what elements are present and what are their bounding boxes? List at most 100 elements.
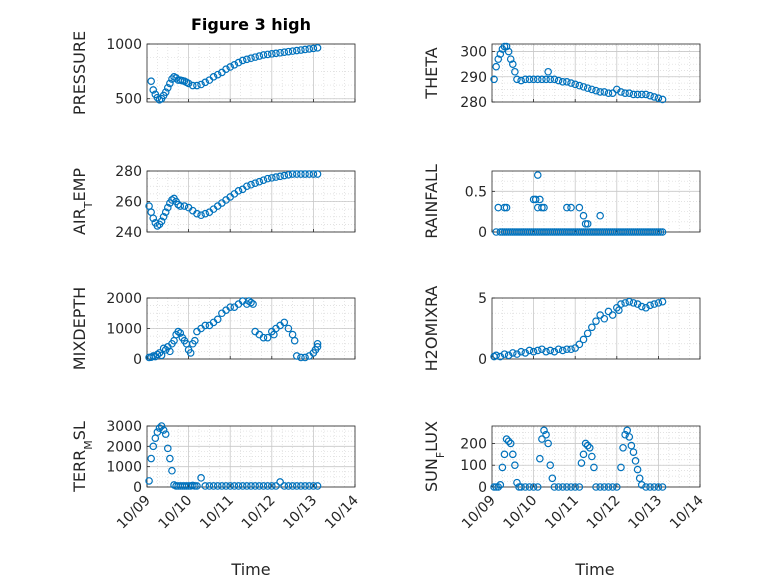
data-point (288, 170, 297, 178)
data-point (247, 298, 255, 307)
data-point (153, 350, 162, 359)
subplot-2: 280 290 300 THETA (422, 42, 701, 111)
data-point (276, 478, 284, 486)
data-point (608, 311, 617, 319)
x-axis-label-right: Time (574, 560, 614, 579)
data-point (213, 315, 222, 324)
data-point (579, 450, 588, 459)
data-point (583, 84, 592, 92)
data-point (313, 482, 322, 490)
data-point (540, 203, 548, 212)
data-point (658, 228, 667, 236)
data-point (538, 435, 546, 443)
data-point (596, 483, 604, 491)
data-point (149, 86, 158, 94)
data-point (157, 422, 166, 430)
data-point (226, 63, 235, 71)
data-point (504, 351, 513, 360)
data-point (159, 212, 168, 221)
data-point (301, 353, 309, 362)
data-point (588, 85, 596, 94)
data-point (554, 345, 563, 354)
data-point (492, 62, 500, 71)
y-tick-label: 0 (133, 352, 142, 368)
data-point (149, 214, 158, 223)
y-axis-label: PRESSURE (70, 31, 89, 115)
data-point (546, 461, 555, 470)
data-point (280, 48, 289, 57)
data-point (301, 482, 309, 490)
data-point (193, 81, 201, 90)
y-label-subscript: M (82, 440, 95, 450)
data-point (646, 91, 654, 100)
data-point (313, 44, 322, 52)
data-point (230, 482, 239, 490)
data-point (238, 56, 247, 65)
data-point (288, 47, 297, 55)
subplot-6: 0 5 H2OMIXRA (422, 286, 701, 371)
data-point (301, 45, 309, 54)
data-point (197, 211, 205, 220)
y-tick-label: 0.5 (465, 184, 487, 200)
data-point (548, 474, 557, 483)
data-point (230, 60, 239, 69)
data-point (506, 439, 515, 448)
data-point (226, 482, 235, 490)
data-point (164, 444, 172, 453)
data-point (247, 180, 255, 189)
data-point (517, 483, 525, 491)
data-point (197, 474, 205, 482)
data-point (193, 209, 201, 218)
axes-frame (491, 297, 701, 360)
data-point (521, 75, 530, 84)
data-point (201, 321, 210, 330)
y-tick-label: 290 (460, 70, 487, 86)
data-point (550, 75, 559, 84)
y-tick-label: 1000 (106, 460, 142, 476)
axes-frame (146, 43, 356, 103)
x-tick-label: 10/13 (625, 493, 665, 533)
subplot-1: 500 1000 PRESSURE (70, 31, 356, 115)
series-markers (490, 297, 667, 361)
data-point (157, 217, 166, 226)
data-point (243, 182, 251, 191)
axes-frame (491, 170, 701, 233)
data-point (525, 346, 534, 355)
data-point (525, 75, 534, 84)
data-point (536, 454, 544, 463)
data-point (517, 347, 525, 356)
data-point (267, 174, 276, 182)
data-point (263, 333, 272, 342)
y-axis-label: SUNFLUX (422, 421, 447, 492)
data-point (259, 333, 268, 342)
data-point (255, 52, 264, 60)
data-point (155, 424, 164, 432)
data-point (642, 303, 650, 312)
data-point (577, 459, 586, 467)
data-point (608, 483, 617, 491)
data-point (654, 228, 663, 236)
data-point (658, 297, 667, 306)
y-label-part: LUX (422, 421, 441, 452)
data-point (617, 88, 625, 96)
data-point (238, 482, 247, 490)
data-point (234, 187, 243, 195)
data-point (292, 482, 301, 490)
data-point (531, 195, 540, 204)
data-point (625, 297, 634, 306)
y-label-part: EMP (70, 168, 89, 202)
data-point (222, 482, 230, 490)
data-point (172, 74, 180, 82)
subplot-5: 0 1000 2000 MIXDEPTH (70, 287, 356, 370)
data-point (209, 73, 218, 81)
x-tick-label: 10/10 (156, 493, 196, 533)
data-point (546, 346, 555, 355)
data-point (276, 172, 284, 181)
data-point (259, 51, 268, 59)
data-point (538, 203, 546, 212)
data-point (213, 70, 222, 79)
data-point (617, 300, 625, 308)
x-tick-label: 10/09 (114, 493, 154, 533)
series-markers (147, 44, 322, 104)
data-point (496, 352, 505, 361)
